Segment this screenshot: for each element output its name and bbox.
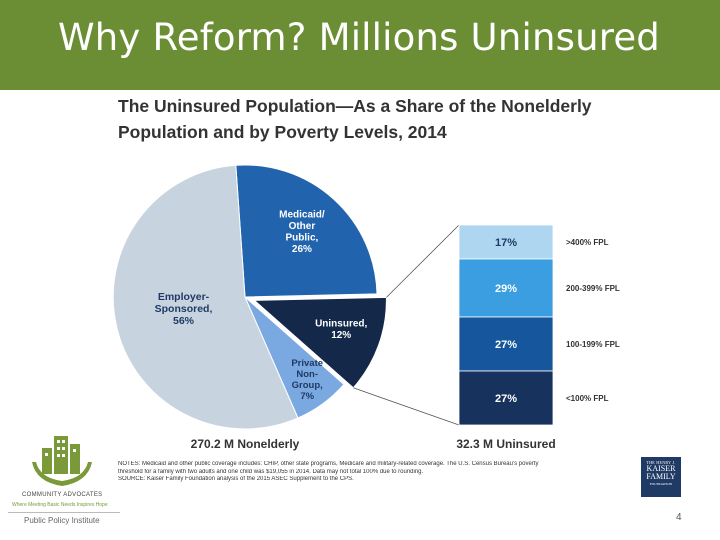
kff-logo-the: THE HENRY J.	[646, 460, 676, 465]
connector-line	[386, 224, 460, 298]
bar-caption: 32.3 M Uninsured	[456, 437, 555, 451]
notes-line-2: threshold for a family with two adults a…	[118, 468, 424, 475]
chart-title-line2: Population and by Poverty Levels, 2014	[118, 122, 447, 142]
pie-slice-label: Private Non-Group, 7%	[291, 358, 323, 402]
bar-segment-label: 100-199% FPL	[566, 340, 620, 349]
pie-chart: Medicaid/Other Public, 26% Uninsured, 12% Pri…	[112, 164, 387, 430]
left-logo-divider	[8, 512, 120, 513]
bar-segment-value: 27%	[495, 339, 517, 351]
title-bar: Why Reform? Millions Uninsured	[0, 0, 720, 90]
kff-logo-foundation: FOUNDATION	[649, 482, 673, 486]
bar-segment	[458, 224, 554, 260]
pie-caption: 270.2 M Nonelderly	[191, 437, 300, 451]
bar-segment-label: >400% FPL	[566, 238, 609, 247]
bar-segment-value: 27%	[495, 393, 517, 405]
left-logo-institute: Public Policy Institute	[24, 516, 100, 525]
chart-notes: NOTES: Medicaid and other public coverag…	[118, 461, 618, 484]
bar-segment	[458, 370, 554, 426]
community-advocates-logo: COMMUNITY ADVOCATES Where Meeting Basic …	[2, 426, 122, 538]
pie-slice-label: Employer-Sponsored, 56%	[155, 291, 213, 327]
notes-line-1: NOTES: Medicaid and other public coverag…	[118, 461, 539, 467]
left-logo-org: COMMUNITY ADVOCATES	[22, 492, 103, 498]
slide-title: Why Reform? Millions Uninsured	[58, 16, 660, 59]
stacked-bar-chart: 17% >400% FPL 29% 200-399% FPL 27% 100-199% F…	[353, 224, 620, 426]
chart-title-line1: The Uninsured Population—As a Share of t…	[118, 96, 592, 116]
bar-segment-value: 17%	[495, 237, 517, 249]
pie-slice	[112, 164, 299, 430]
bar-segment	[458, 258, 554, 318]
left-logo-tagline: Where Meeting Basic Needs Inspires Hope	[12, 502, 108, 508]
hands-building-icon	[32, 436, 92, 486]
page-number: 4	[676, 512, 682, 523]
pie-slice	[235, 164, 378, 298]
kff-logo: THE HENRY J. KAISER FAMILY FOUNDATION	[641, 457, 681, 497]
bar-segment-value: 29%	[495, 283, 517, 295]
pie-slice-label: Medicaid/Other Public, 26%	[279, 209, 325, 255]
bar-segment-label: <100% FPL	[566, 394, 609, 403]
pie-slice	[253, 296, 387, 389]
kff-logo-kaiser: KAISER	[646, 464, 676, 473]
bar-segment	[458, 316, 554, 372]
bar-segment-label: 200-399% FPL	[566, 284, 620, 293]
connector-line	[353, 387, 460, 426]
notes-line-3: SOURCE: Kaiser Family Foundation analysi…	[118, 476, 354, 483]
pie-slice-label: Uninsured, 12%	[315, 318, 367, 341]
kff-logo-family: FAMILY	[646, 472, 676, 481]
